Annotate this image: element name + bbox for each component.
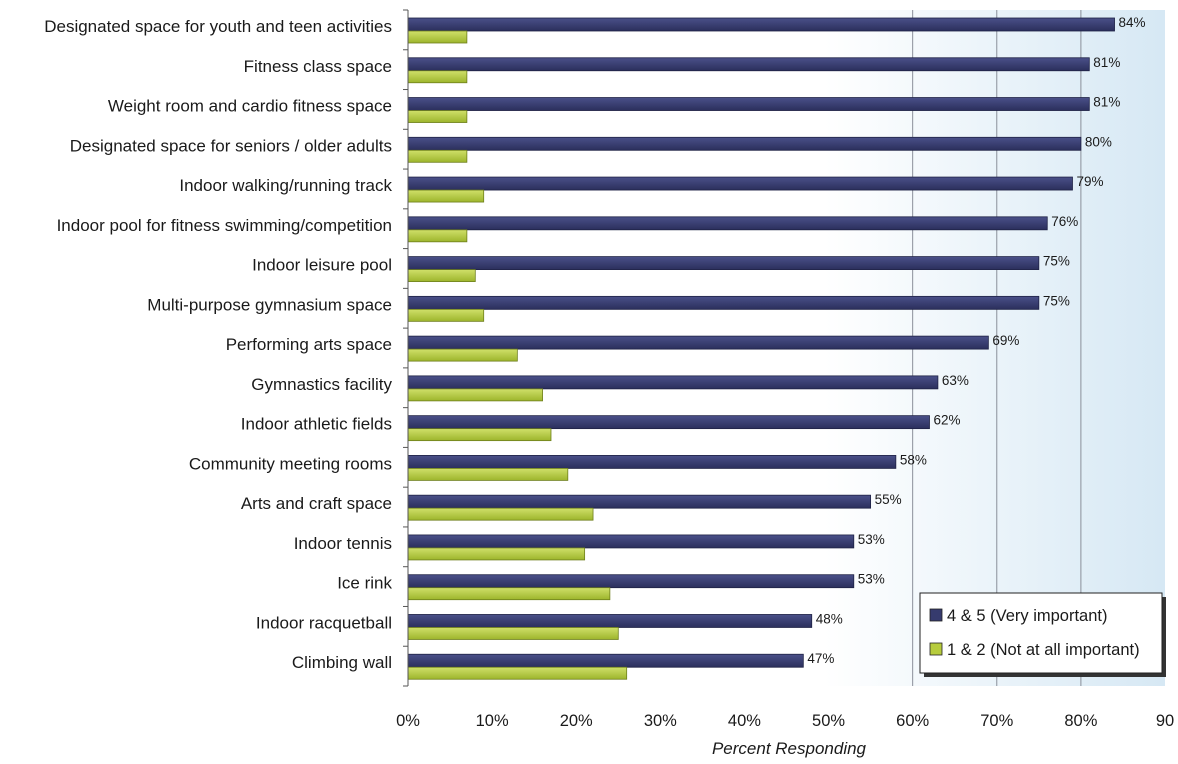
category-label: Indoor walking/running track: [179, 176, 392, 195]
data-label: 47%: [807, 651, 834, 666]
category-label: Weight room and cardio fitness space: [108, 97, 392, 116]
data-label: 81%: [1093, 55, 1120, 70]
bar-very-important: [407, 534, 855, 549]
bar-not-important: [407, 70, 468, 84]
bar-not-important: [407, 666, 628, 680]
data-label: 80%: [1085, 134, 1112, 149]
bar-very-important: [407, 57, 1090, 72]
bar-not-important: [407, 269, 476, 282]
bars: [407, 17, 1115, 680]
bar-very-important: [407, 614, 813, 628]
bar-very-important: [407, 375, 939, 390]
x-axis-title: Percent Responding: [712, 739, 867, 758]
legend-swatch: [929, 642, 943, 656]
data-label: 62%: [933, 413, 960, 428]
x-tick-label: 10%: [476, 712, 509, 730]
bar-very-important: [407, 216, 1048, 231]
bar-not-important: [407, 468, 569, 481]
category-label: Arts and craft space: [241, 494, 392, 513]
x-tick-label: 70%: [980, 712, 1013, 730]
bar-very-important: [407, 415, 930, 430]
data-label: 76%: [1051, 214, 1078, 229]
category-label: Indoor leisure pool: [252, 256, 392, 275]
category-label: Indoor tennis: [294, 534, 392, 553]
data-label: 84%: [1119, 15, 1146, 30]
bar-not-important: [407, 587, 611, 601]
bar-not-important: [407, 229, 468, 243]
category-label: Performing arts space: [226, 335, 392, 354]
category-label: Designated space for seniors / older adu…: [70, 136, 392, 155]
bar-not-important: [407, 627, 619, 640]
x-tick-label: 30%: [644, 712, 677, 730]
x-tick-label: 40%: [728, 712, 761, 730]
bar-not-important: [407, 348, 518, 362]
category-label: Fitness class space: [244, 57, 392, 76]
data-label: 75%: [1043, 293, 1070, 308]
data-label: 79%: [1076, 174, 1103, 189]
data-label: 53%: [858, 572, 885, 587]
data-label: 63%: [942, 373, 969, 388]
x-tick-label: 60%: [896, 712, 929, 730]
bar-not-important: [407, 149, 468, 163]
bar-not-important: [407, 189, 485, 203]
bar-very-important: [407, 574, 855, 589]
bar-not-important: [407, 30, 468, 44]
x-tick-label: 20%: [560, 712, 593, 730]
data-label: 81%: [1093, 95, 1120, 110]
category-label: Community meeting rooms: [189, 454, 392, 473]
data-label: 58%: [900, 452, 927, 467]
data-label: 55%: [875, 492, 902, 507]
legend-label: 4 & 5 (Very important): [947, 607, 1107, 625]
data-label: 53%: [858, 532, 885, 547]
x-tick-label: 0%: [396, 712, 420, 730]
bar-very-important: [407, 335, 989, 350]
bar-very-important: [407, 256, 1040, 270]
x-tick-label: 90: [1156, 712, 1174, 730]
category-label: Indoor athletic fields: [241, 415, 392, 434]
category-label: Indoor pool for fitness swimming/competi…: [57, 216, 392, 235]
category-label: Designated space for youth and teen acti…: [44, 17, 392, 36]
bar-very-important: [407, 494, 872, 509]
bar-very-important: [407, 17, 1115, 32]
x-tick-label: 50%: [812, 712, 845, 730]
bar-very-important: [407, 455, 897, 469]
bar-not-important: [407, 388, 543, 402]
legend-swatch: [929, 608, 943, 622]
legend-box: [919, 592, 1163, 674]
legend-label: 1 & 2 (Not at all important): [947, 641, 1140, 659]
bar-not-important: [407, 110, 468, 123]
category-label: Ice rink: [337, 574, 392, 593]
bar-very-important: [407, 97, 1090, 111]
legend: 4 & 5 (Very important) 1 & 2 (Not at all …: [919, 592, 1166, 677]
bar-not-important: [407, 547, 586, 561]
axes: 0% 10% 20% 30% 40% 50% 60% 70% 80% 90: [396, 9, 1174, 730]
bar-not-important: [407, 507, 594, 521]
category-label: Multi-purpose gymnasium space: [147, 295, 392, 314]
bar-very-important: [407, 176, 1073, 191]
category-label: Gymnastics facility: [251, 375, 392, 394]
x-tick-label: 80%: [1064, 712, 1097, 730]
data-label: 48%: [816, 611, 843, 626]
bar-not-important: [407, 428, 552, 442]
category-label: Indoor racquetball: [256, 613, 392, 632]
bar-very-important: [407, 295, 1040, 310]
data-label: 75%: [1043, 254, 1070, 269]
labels: 84% Designated space for youth and teen a…: [44, 15, 1145, 672]
category-label: Climbing wall: [292, 653, 392, 672]
bar-very-important: [407, 653, 804, 668]
bar-not-important: [407, 308, 485, 322]
bar-very-important: [407, 136, 1082, 151]
data-label: 69%: [992, 333, 1019, 348]
